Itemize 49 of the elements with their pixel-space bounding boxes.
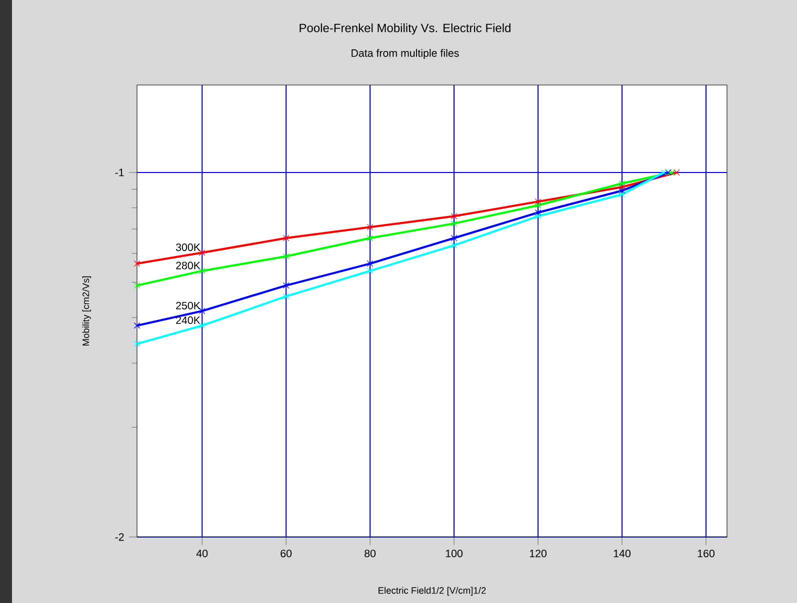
point: [282, 282, 290, 289]
point: [134, 282, 140, 289]
x-tick-label: 80: [364, 550, 376, 558]
point: [660, 169, 668, 176]
point: [534, 202, 542, 208]
series-label: 300K: [176, 244, 200, 252]
point: [366, 268, 374, 274]
point: [450, 234, 458, 242]
series-label: 250K: [176, 302, 200, 310]
point: [198, 268, 206, 274]
chart-subtitle: Data from multiple files: [352, 49, 459, 59]
point: [366, 224, 374, 230]
point: [669, 169, 676, 176]
x-tick-label: 160: [698, 550, 714, 558]
series-label: 240K: [176, 316, 200, 324]
point: [534, 198, 542, 205]
point: [618, 191, 626, 198]
point: [198, 250, 206, 256]
point: [134, 260, 140, 267]
point: [450, 242, 458, 249]
series-label: 280K: [176, 262, 200, 270]
y-axis-title: Mobility [cm2/Vs]: [82, 276, 91, 346]
point: [282, 234, 290, 242]
point: [198, 308, 206, 314]
point: [450, 220, 458, 227]
x-tick-label: 60: [280, 550, 292, 558]
point: [534, 209, 542, 216]
point: [534, 213, 542, 220]
point: [366, 234, 374, 242]
y-tick-label: -2: [115, 533, 124, 541]
point: [450, 213, 458, 220]
point: [134, 322, 140, 329]
point: [282, 293, 290, 300]
point: [198, 322, 206, 329]
point: [282, 253, 290, 260]
y-tick-label: -1: [115, 168, 124, 176]
chart-title: Poole-Frenkel Mobility Vs. Electric Field: [300, 23, 510, 35]
point: [665, 169, 672, 176]
point: [366, 260, 374, 267]
x-tick-label: 40: [196, 550, 208, 558]
point: [673, 169, 680, 176]
x-axis-title: Electric Field1/2 [V/cm]1/2: [378, 586, 486, 596]
point: [618, 188, 626, 194]
point: [134, 340, 140, 347]
x-tick-label: 120: [530, 550, 547, 558]
x-tick-label: 140: [614, 550, 630, 558]
x-tick-label: 100: [446, 550, 463, 558]
point: [618, 180, 626, 187]
point: [618, 184, 626, 190]
